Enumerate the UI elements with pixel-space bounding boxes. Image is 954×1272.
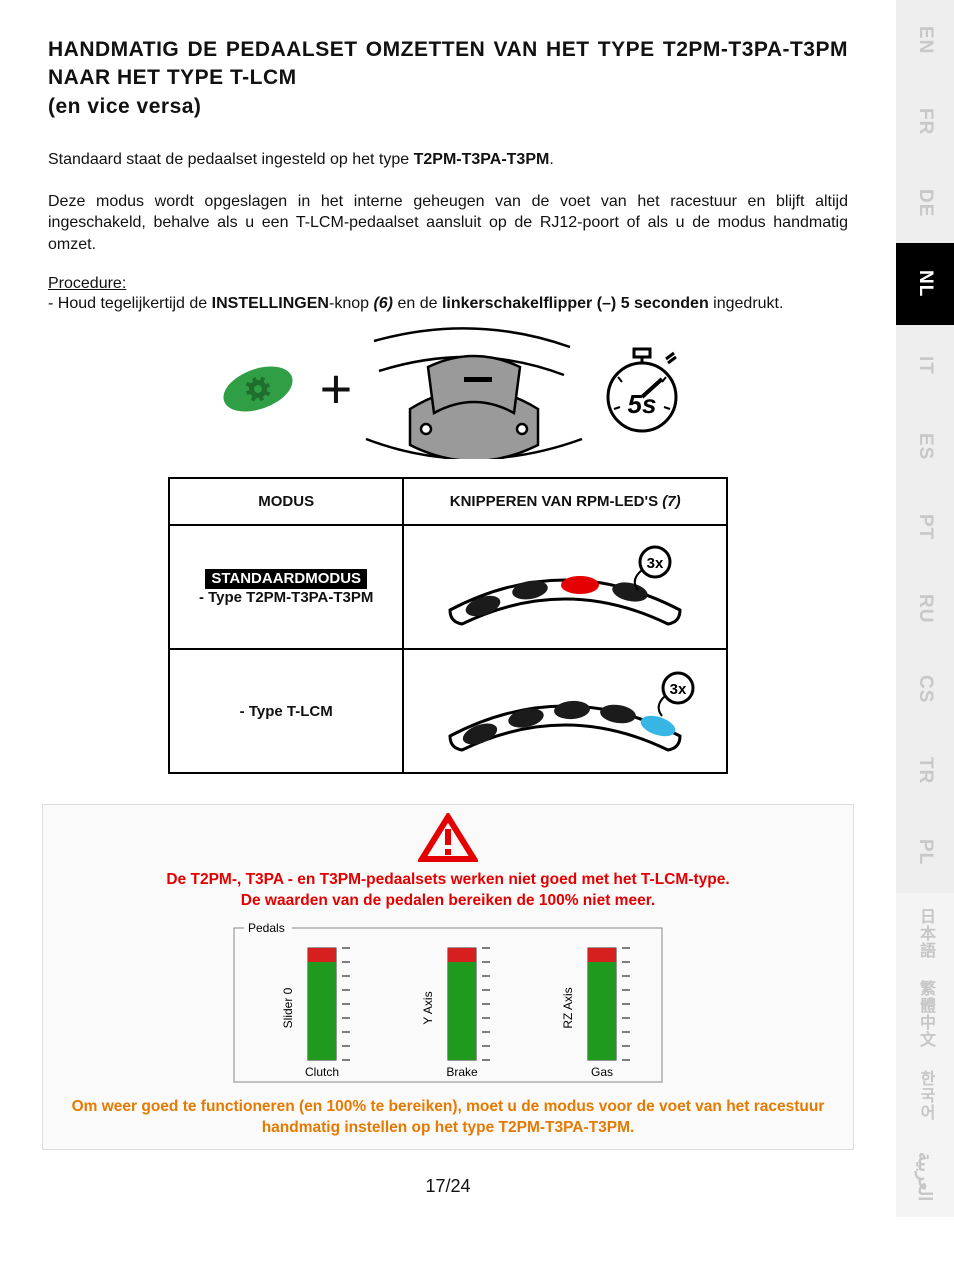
lang-tab-es[interactable]: ES — [896, 406, 954, 487]
led-arc-row1-icon: 3x — [430, 540, 700, 630]
intro-prefix: Standaard staat de pedaalset ingesteld o… — [48, 151, 414, 168]
pedals-chart-icon: Pedals Slider 0 — [228, 918, 668, 1088]
mode-table: MODUS KNIPPEREN VAN RPM-LED'S (7) STANDA… — [168, 477, 728, 774]
memory-paragraph: Deze modus wordt opgeslagen in het inter… — [48, 191, 848, 256]
lang-tab-it[interactable]: IT — [896, 325, 954, 406]
lang-tab-en[interactable]: EN — [896, 0, 954, 81]
led-arc-row2-icon: 3x — [430, 664, 700, 754]
svg-text:RZ Axis: RZ Axis — [561, 988, 575, 1029]
svg-text:Brake: Brake — [446, 1065, 478, 1079]
mode-header-right: KNIPPEREN VAN RPM-LED'S (7) — [403, 478, 727, 525]
timer-icon: 5s — [596, 339, 688, 439]
svg-text:Slider 0: Slider 0 — [281, 988, 295, 1029]
lang-tab-日本語[interactable]: 日本語 — [896, 893, 954, 974]
intro-bold: T2PM-T3PA-T3PM — [414, 151, 550, 168]
lang-tab-pt[interactable]: PT — [896, 487, 954, 568]
lang-tab-한국어[interactable]: 한국어 — [896, 1055, 954, 1136]
svg-text:Gas: Gas — [591, 1065, 613, 1079]
procedure-block: Procedure: - Houd tegelijkertijd de INST… — [48, 275, 848, 313]
procedure-figure: + — [48, 319, 848, 459]
svg-text:Y Axis: Y Axis — [421, 992, 435, 1025]
lang-tab-pl[interactable]: PL — [896, 811, 954, 892]
heading-main: HANDMATIG DE PEDAALSET OMZETTEN VAN HET … — [48, 38, 848, 89]
warning-triangle-icon — [418, 813, 478, 863]
svg-text:3x: 3x — [647, 555, 664, 572]
document-page: HANDMATIG DE PEDAALSET OMZETTEN VAN HET … — [0, 0, 896, 1217]
lang-tab-العربية[interactable]: العربية — [896, 1136, 954, 1217]
svg-text:3x: 3x — [670, 681, 687, 698]
lang-tab-繁體中文[interactable]: 繁體中文 — [896, 974, 954, 1055]
mode-row-standard: STANDAARDMODUS - Type T2PM-T3PA-T3PM — [169, 525, 403, 649]
row2-type: - Type T-LCM — [240, 703, 333, 720]
page-number: 17/24 — [48, 1176, 848, 1197]
intro-suffix: . — [549, 151, 553, 168]
timer-label: 5s — [628, 389, 657, 419]
plus-icon: + — [320, 361, 353, 417]
lang-tab-nl[interactable]: NL — [896, 243, 954, 324]
paddle-shifter-icon — [364, 319, 584, 459]
lang-tab-fr[interactable]: FR — [896, 81, 954, 162]
procedure-step: - Houd tegelijkertijd de INSTELLINGEN-kn… — [48, 295, 848, 313]
led-cell-row2: 3x — [403, 649, 727, 773]
lang-tab-ru[interactable]: RU — [896, 568, 954, 649]
language-sidebar: ENFRDENLITESPTRUCSTRPL日本語繁體中文한국어العربية — [896, 0, 954, 1217]
row1-type: - Type T2PM-T3PA-T3PM — [199, 589, 373, 606]
svg-text:Clutch: Clutch — [305, 1065, 339, 1079]
warning-note: Om weer goed te functioneren (en 100% te… — [65, 1097, 831, 1139]
settings-button-icon — [208, 354, 308, 424]
procedure-label: Procedure: — [48, 275, 848, 293]
standard-mode-badge: STANDAARDMODUS — [205, 569, 367, 589]
lang-tab-cs[interactable]: CS — [896, 649, 954, 730]
page-title: HANDMATIG DE PEDAALSET OMZETTEN VAN HET … — [48, 36, 848, 121]
mode-header-left: MODUS — [169, 478, 403, 525]
heading-sub: (en vice versa) — [48, 93, 848, 121]
warning-box: De T2PM-, T3PA - en T3PM-pedaalsets werk… — [42, 804, 854, 1150]
mode-row-tlcm: - Type T-LCM — [169, 649, 403, 773]
lang-tab-de[interactable]: DE — [896, 162, 954, 243]
led-cell-row1: 3x — [403, 525, 727, 649]
intro-paragraph: Standaard staat de pedaalset ingesteld o… — [48, 149, 848, 171]
pedals-figure: Pedals Slider 0 — [228, 918, 668, 1093]
svg-text:Pedals: Pedals — [248, 921, 285, 935]
warning-text: De T2PM-, T3PA - en T3PM-pedaalsets werk… — [81, 870, 815, 912]
lang-tab-tr[interactable]: TR — [896, 730, 954, 811]
